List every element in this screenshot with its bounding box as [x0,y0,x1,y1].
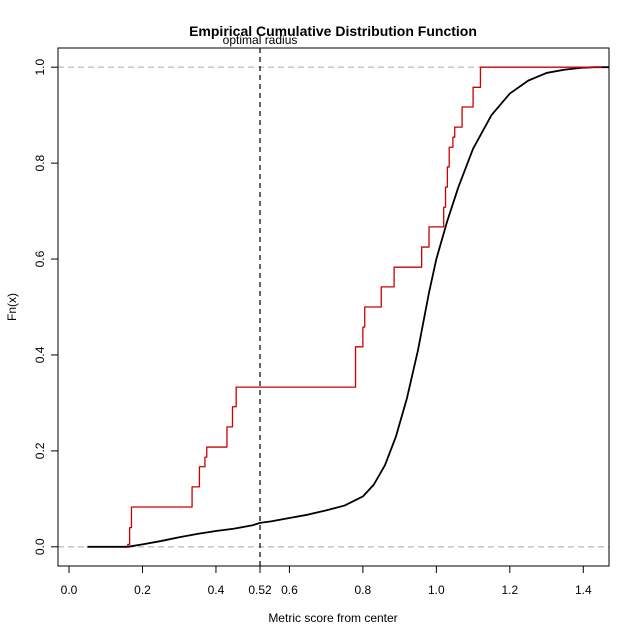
y-tick-label-4: 0.8 [33,154,47,171]
optimal-radius-label: optimal radius [223,33,298,47]
x-tick-label-7: 1.2 [501,583,518,597]
series-1-line [127,66,602,547]
y-tick-label-1: 0.2 [33,442,47,459]
x-tick-label-1: 0.2 [134,583,151,597]
y-tick-label-0: 0.0 [33,538,47,555]
x-tick-label-0: 0.0 [61,583,78,597]
series-layer [87,66,609,548]
x-axis-label: Metric score from center [268,611,397,625]
x-axis: 0.0 0.2 0.4 0.52 0.6 0.8 1.0 1.2 1.4 [61,565,592,597]
x-tick-label-5: 0.8 [355,583,372,597]
vertical-reference: optimal radius [223,33,298,566]
y-tick-label-5: 1.0 [33,59,47,76]
x-tick-label-8: 1.4 [575,583,592,597]
x-tick-label-4: 0.6 [281,583,298,597]
reference-lines [58,66,609,548]
y-tick-label-3: 0.6 [33,250,47,267]
y-axis: 0.0 0.2 0.4 0.6 0.8 1.0 [33,59,58,555]
x-tick-label-2: 0.4 [208,583,225,597]
y-tick-label-2: 0.4 [33,346,47,363]
x-tick-label-6: 1.0 [428,583,445,597]
series-0-line [87,66,609,548]
y-axis-label: Fn(x) [5,293,19,321]
x-tick-label-3: 0.52 [248,583,272,597]
chart-title: Empirical Cumulative Distribution Functi… [189,23,477,39]
